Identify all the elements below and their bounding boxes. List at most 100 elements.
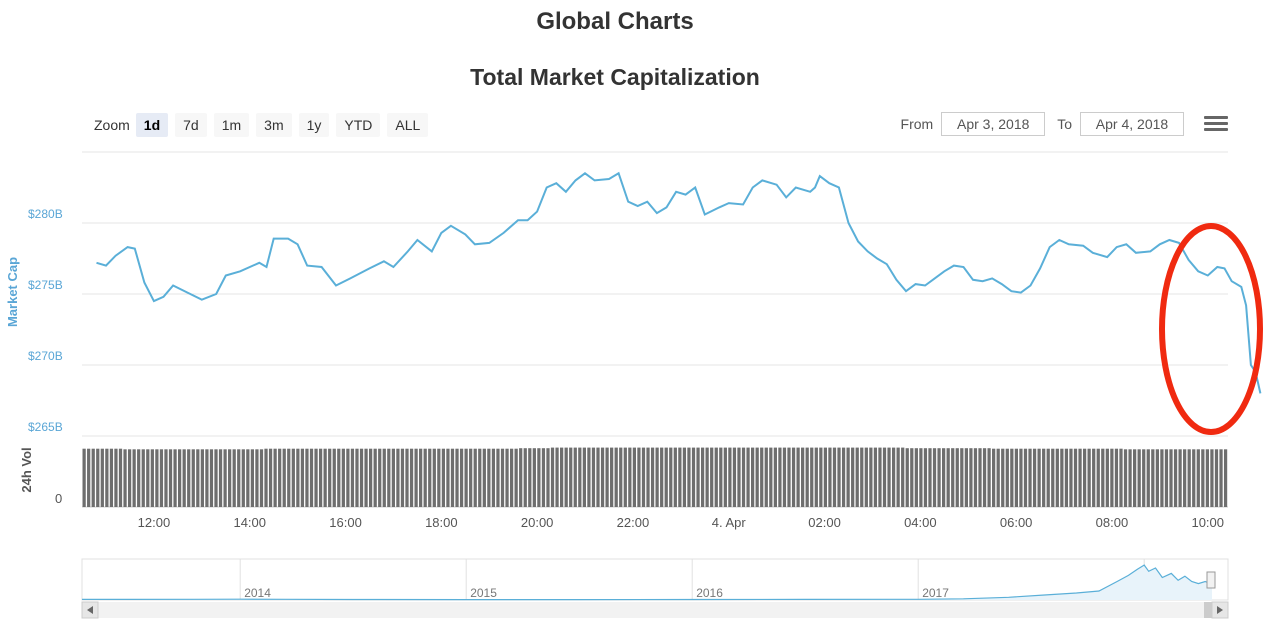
volume-bar: [628, 447, 632, 507]
volume-bar: [155, 449, 159, 507]
volume-bar: [109, 448, 114, 507]
volume-bar: [191, 449, 195, 507]
volume-bar: [951, 448, 955, 507]
navigator-year-label: 2016: [696, 586, 723, 600]
volume-bar: [992, 448, 996, 507]
volume-bar: [1164, 449, 1169, 507]
volume-bar: [537, 448, 541, 507]
volume-bar: [901, 447, 905, 507]
volume-bar: [1032, 448, 1037, 507]
volume-bar: [641, 447, 646, 507]
volume-bar: [841, 447, 846, 507]
volume-bar: [623, 447, 627, 507]
volume-bar: [1001, 448, 1005, 507]
scrollbar[interactable]: [81, 601, 1229, 619]
volume-bar: [1037, 448, 1041, 507]
volume-bar: [505, 448, 509, 507]
volume-bar: [705, 447, 709, 507]
volume-bar: [732, 447, 737, 507]
volume-bar: [87, 448, 91, 507]
volume-bar: [964, 448, 968, 507]
zoom-7d-button[interactable]: 7d: [175, 113, 207, 137]
scrollbar-thumb[interactable]: [1204, 602, 1214, 618]
volume-bar: [1069, 448, 1073, 507]
volume-bar: [1178, 449, 1182, 507]
volume-bar: [1019, 448, 1023, 507]
zoom-all-button[interactable]: ALL: [387, 113, 429, 137]
volume-bar: [828, 447, 832, 507]
zoom-3m-button[interactable]: 3m: [256, 113, 292, 137]
zoom-1m-button[interactable]: 1m: [213, 113, 250, 137]
volume-bar: [123, 449, 127, 507]
volume-bar: [1110, 448, 1114, 507]
volume-bar: [218, 449, 223, 507]
navigator[interactable]: 2014 2015 2016 2017 2018: [81, 558, 1229, 601]
volume-bar: [1128, 449, 1132, 507]
volume-bar: [1082, 448, 1087, 507]
volume-bar: [487, 448, 491, 507]
volume-bar: [328, 448, 332, 507]
volume-bar: [1205, 449, 1210, 507]
volume-bar: [250, 449, 255, 507]
volume-bar: [837, 447, 841, 507]
volume-bar: [1051, 448, 1055, 507]
scroll-right-arrow-icon: [1217, 606, 1223, 614]
volume-bar: [168, 449, 173, 507]
volume-bar: [519, 448, 523, 507]
volume-bar: [264, 448, 268, 507]
x-tick-label: 02:00: [808, 515, 841, 530]
volume-bar: [441, 448, 446, 507]
x-tick-label: 04:00: [904, 515, 937, 530]
volume-bar: [678, 447, 682, 507]
from-date-input[interactable]: [941, 112, 1046, 136]
volume-bar: [987, 448, 991, 507]
volume-bar: [860, 447, 864, 507]
volume-bar: [791, 447, 796, 507]
volume-bar: [255, 449, 259, 507]
volume-bar: [1223, 449, 1228, 507]
navigator-year-label: 2014: [244, 586, 271, 600]
volume-bar: [946, 448, 950, 507]
volume-bar: [1187, 449, 1191, 507]
hamburger-menu-icon[interactable]: [1204, 116, 1228, 136]
volume-bar: [423, 448, 427, 507]
scroll-left-arrow-icon: [87, 606, 93, 614]
volume-bar: [864, 447, 868, 507]
volume-bar: [905, 448, 909, 507]
volume-bar: [437, 448, 441, 507]
volume-bar: [1073, 448, 1078, 507]
zoom-1y-button[interactable]: 1y: [298, 113, 330, 137]
volume-bar: [259, 449, 264, 507]
volume-bar: [164, 449, 168, 507]
volume-bar: [846, 447, 850, 507]
volume-bar: [187, 449, 191, 507]
market-cap-line: [96, 171, 1262, 394]
volume-bar: [464, 448, 468, 507]
navigator-area: [82, 565, 1212, 600]
volume-bar: [555, 447, 559, 507]
volume-bar: [232, 449, 236, 507]
volume-bar: [801, 447, 805, 507]
volume-bar: [660, 447, 664, 507]
zoom-1d-button[interactable]: 1d: [135, 113, 169, 137]
volume-bar: [514, 448, 518, 507]
zoom-ytd-button[interactable]: YTD: [336, 113, 381, 137]
volume-bar: [796, 447, 800, 507]
x-tick-label: 18:00: [425, 515, 458, 530]
volume-bar: [450, 448, 455, 507]
to-date-input[interactable]: [1080, 112, 1184, 136]
volume-bar: [373, 448, 377, 507]
y-axis-title: Market Cap: [5, 257, 20, 327]
navigator-handle[interactable]: [1206, 571, 1216, 589]
scrollbar-track[interactable]: [82, 602, 1228, 618]
volume-bar: [1142, 449, 1146, 507]
volume-bar: [996, 448, 1000, 507]
volume-bar: [937, 448, 941, 507]
x-tick-label: 22:00: [617, 515, 650, 530]
volume-bar: [200, 449, 204, 507]
date-range: From To: [889, 112, 1184, 136]
volume-bar: [614, 447, 618, 507]
navigator-background: [81, 558, 1229, 601]
volume-bar: [637, 447, 641, 507]
